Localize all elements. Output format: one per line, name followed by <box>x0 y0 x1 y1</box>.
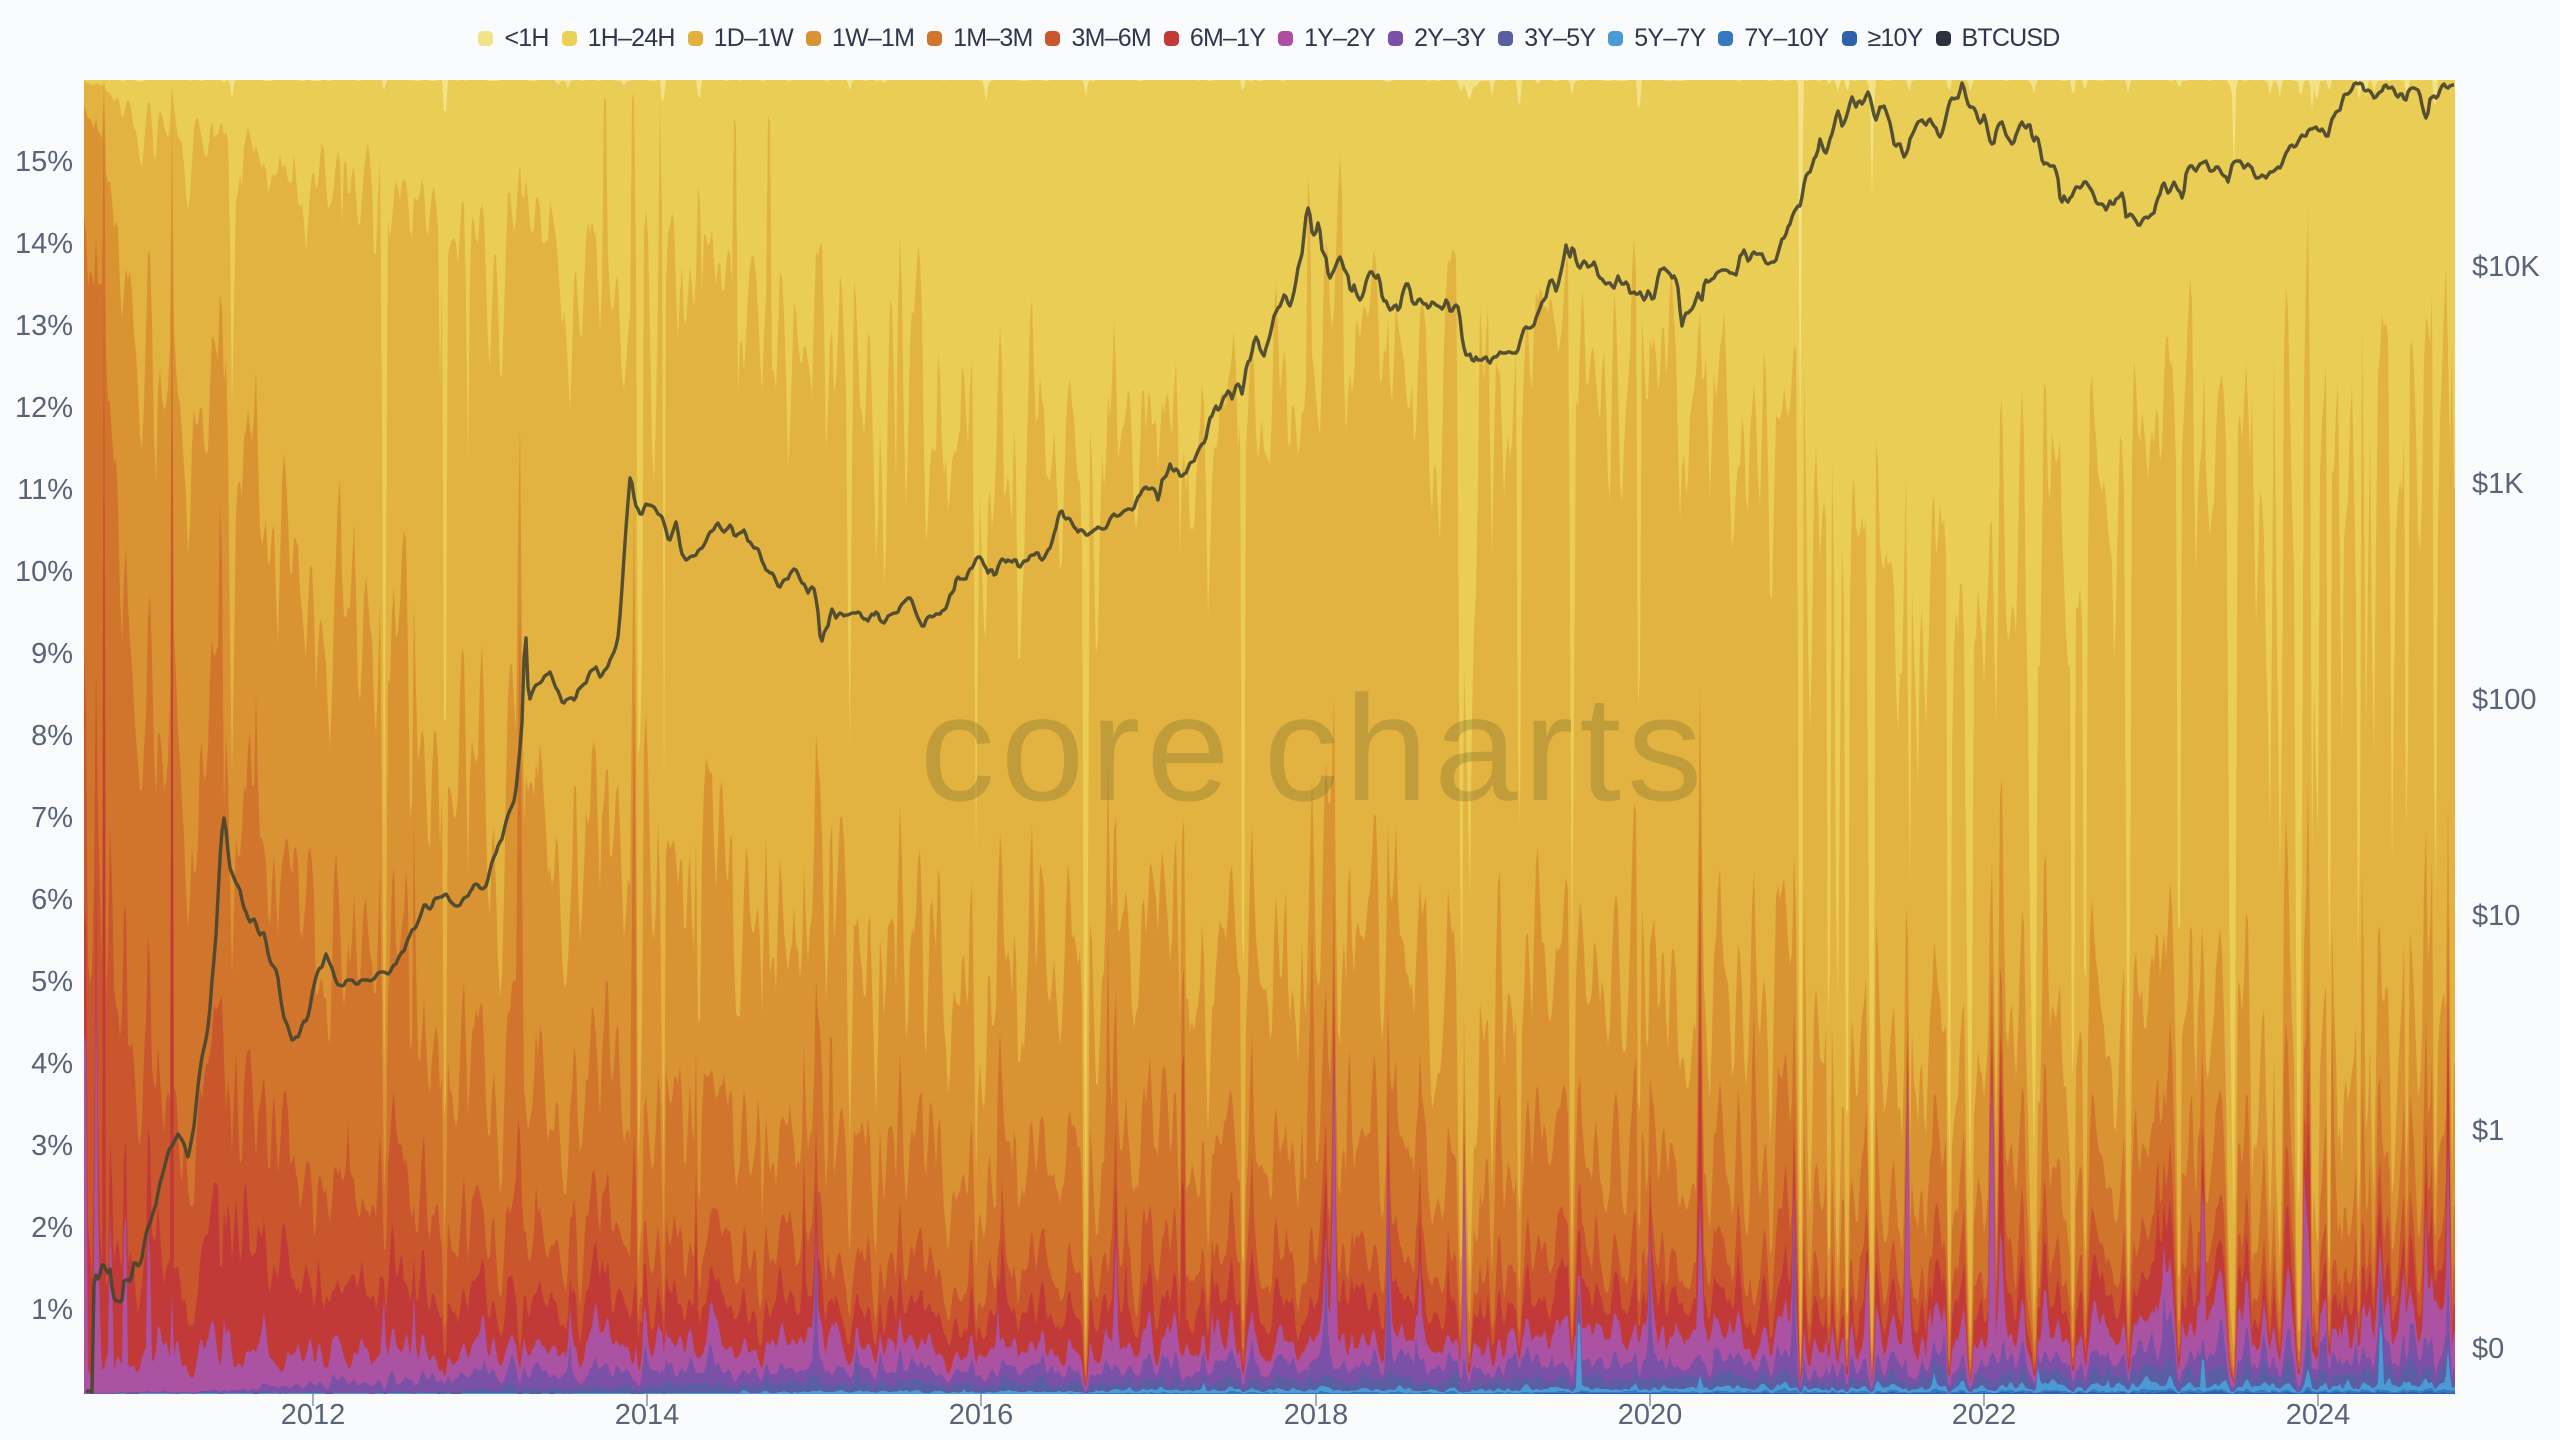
svg-text:8%: 8% <box>31 720 73 752</box>
svg-text:13%: 13% <box>15 310 73 342</box>
svg-text:3%: 3% <box>31 1130 73 1162</box>
svg-text:7%: 7% <box>31 802 73 834</box>
svg-text:2016: 2016 <box>949 1399 1014 1431</box>
svg-text:14%: 14% <box>15 228 73 260</box>
svg-text:9%: 9% <box>31 638 73 670</box>
svg-text:2014: 2014 <box>615 1399 680 1431</box>
svg-text:6%: 6% <box>31 884 73 916</box>
svg-text:11%: 11% <box>17 474 73 506</box>
svg-text:15%: 15% <box>15 146 73 178</box>
svg-text:2022: 2022 <box>1952 1399 2017 1431</box>
svg-text:5%: 5% <box>31 966 73 998</box>
svg-text:1%: 1% <box>31 1294 73 1326</box>
svg-text:2%: 2% <box>31 1212 73 1244</box>
svg-text:2018: 2018 <box>1284 1399 1349 1431</box>
svg-text:4%: 4% <box>31 1048 73 1080</box>
svg-text:$10: $10 <box>2472 900 2520 932</box>
svg-text:2012: 2012 <box>281 1399 346 1431</box>
svg-text:$1K: $1K <box>2472 468 2524 500</box>
svg-text:$10K: $10K <box>2472 251 2540 283</box>
svg-text:10%: 10% <box>15 556 73 588</box>
svg-text:12%: 12% <box>15 392 73 424</box>
svg-text:2024: 2024 <box>2286 1399 2351 1431</box>
svg-text:$100: $100 <box>2472 684 2537 716</box>
svg-text:$1: $1 <box>2472 1115 2504 1147</box>
svg-text:$0: $0 <box>2472 1333 2504 1365</box>
svg-text:2020: 2020 <box>1618 1399 1683 1431</box>
